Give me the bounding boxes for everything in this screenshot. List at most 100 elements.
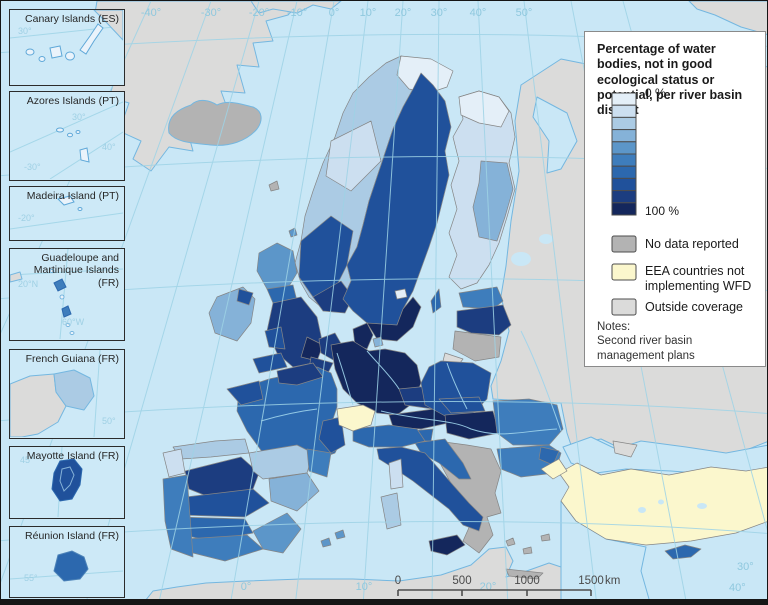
legend-swatch-outside-coverage: [611, 298, 637, 316]
graticule-label: -20°: [248, 7, 270, 19]
region-norway-mid: [325, 120, 382, 192]
graticule-label: 50°: [515, 7, 533, 19]
region-seine: [276, 362, 324, 386]
legend-swatch-no-data: [611, 235, 637, 253]
region-wales: [264, 326, 286, 350]
legend-color-ramp: [611, 92, 637, 216]
inset-title: Guadeloupe and Martinique Islands (FR): [33, 252, 119, 289]
turkish-lakes: [638, 499, 707, 513]
graticule-label: 0°: [328, 7, 340, 19]
greek-islands: [505, 533, 551, 555]
region-italy-north: [352, 424, 426, 448]
lake-onega: [539, 234, 553, 244]
region-iceland: [168, 99, 262, 146]
region-turkey-thrace: [540, 458, 568, 480]
river-rhine: [336, 352, 354, 406]
inset-title: Canary Islands (ES): [25, 13, 119, 25]
faroe-islands: [268, 180, 280, 192]
inset-title: Azores Islands (PT): [26, 95, 119, 107]
inset-graticule-label: 50°: [102, 416, 116, 426]
region-arctic-ne: [688, 1, 767, 35]
region-northern-ireland: [236, 288, 254, 306]
lake-vanern: [394, 288, 408, 300]
river-loire: [260, 408, 318, 422]
inset-graticule-label: 20°N: [18, 279, 39, 289]
inset-title: Madeira Island (PT): [26, 190, 119, 202]
graticule-label: 40°: [729, 582, 746, 594]
inset-mayotte-island: 45° Mayotte Island (FR): [9, 446, 125, 519]
region-brittany: [226, 380, 264, 406]
inset-azores-islands: 30° 40° -30° Azores Islands (PT): [9, 91, 125, 181]
scalebar: [397, 589, 592, 596]
region-scotland: [256, 242, 298, 294]
legend-ramp-min-label: 0 %: [645, 86, 666, 100]
region-cyprus: [664, 544, 702, 560]
graticule-label: -30°: [200, 7, 222, 19]
inset-title: Mayotte Island (FR): [26, 450, 119, 462]
scalebar-tick-label: 0: [394, 575, 402, 587]
region-hungary: [444, 410, 500, 440]
balearic-islands: [320, 529, 346, 548]
region-corsica: [388, 458, 404, 490]
inset-title: Réunion Island (FR): [25, 530, 119, 542]
river-dnieper: [520, 330, 562, 432]
graticule-label: 10°: [359, 7, 377, 19]
region-sardinia: [380, 492, 402, 530]
white-sea: [532, 96, 578, 174]
scalebar-tick-label: 1000: [514, 575, 540, 587]
region-sweden-south: [366, 296, 422, 342]
legend-item-label: EEA countries not implementing WFD: [645, 264, 752, 293]
region-sicily: [428, 534, 466, 556]
region-crimea: [612, 440, 638, 458]
inset-graticule-label: 30°: [72, 112, 86, 122]
legend-item-label: Outside coverage: [645, 300, 743, 314]
graticule-label: 30°: [737, 561, 754, 573]
river-danube: [380, 410, 558, 435]
inset-canary-islands: 30° Canary Islands (ES): [9, 9, 125, 86]
region-finland-east: [472, 160, 514, 242]
region-lithuania: [452, 330, 502, 362]
graticule-label: 0°: [240, 581, 252, 593]
scalebar-tick-label: 500: [452, 575, 472, 587]
graticule-label: 40°: [469, 7, 487, 19]
inset-graticule-label: 55°: [24, 573, 38, 583]
scalebar-tick-label: 1500: [578, 575, 604, 587]
legend-notes-label: Notes:: [597, 321, 631, 333]
lake-ladoga: [511, 252, 531, 266]
inset-title: French Guiana (FR): [25, 353, 119, 365]
graticule-label: 10°: [355, 581, 373, 593]
region-spain-se: [252, 512, 302, 554]
region-switzerland: [336, 404, 376, 432]
region-galicia: [162, 448, 186, 478]
inset-reunion-island: 55° Réunion Island (FR): [9, 526, 125, 598]
graticule-label: -40°: [140, 7, 162, 19]
legend-item-label: No data reported: [645, 237, 739, 251]
graticule-label: -10°: [286, 7, 308, 19]
river-elbe: [366, 350, 400, 390]
inset-graticule-label: -30°: [24, 162, 41, 172]
inset-graticule-label: 45°: [20, 455, 34, 465]
scalebar-unit: km: [605, 575, 621, 587]
inset-graticule-label: 60°W: [62, 317, 85, 327]
region-england-sw: [252, 352, 288, 374]
inset-graticule-label: 40°: [102, 142, 116, 152]
inset-graticule-label: 30°: [18, 26, 32, 36]
legend-notes-text: Second river basin management plans: [597, 335, 695, 362]
river-vistula: [446, 362, 468, 410]
inset-guadeloupe-martinique: 20°N 60°W Guadeloupe and Martinique Isla…: [9, 248, 125, 341]
region-portugal-south: [162, 474, 194, 558]
inset-french-guiana: 50° French Guiana (FR): [9, 349, 125, 439]
legend-swatch-not-wfd: [611, 263, 637, 281]
legend-ramp-max-label: 100 %: [645, 204, 680, 218]
inset-graticule-label: -20°: [18, 213, 35, 223]
region-slovakia: [438, 396, 486, 414]
legend-notes: Notes: Second river basin management pla…: [597, 320, 755, 363]
inset-madeira-island: -20° Madeira Island (PT): [9, 186, 125, 241]
graticule-label: 20°: [394, 7, 412, 19]
graticule-label: 30°: [430, 7, 448, 19]
danish-islands: [372, 336, 384, 348]
region-latvia: [456, 304, 512, 336]
region-crete: [505, 568, 544, 580]
map-frame-bottom: [1, 599, 767, 604]
